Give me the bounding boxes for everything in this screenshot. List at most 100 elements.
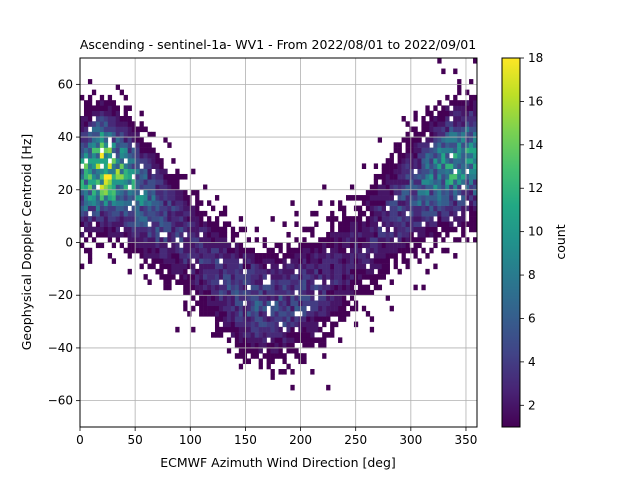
heatmap-cell [310, 342, 315, 349]
heatmap-cell [314, 210, 319, 217]
heatmap-cell [123, 115, 128, 122]
heatmap-cell [278, 311, 283, 317]
heatmap-cell [453, 121, 458, 127]
heatmap-cell [183, 263, 188, 270]
heatmap-cell [238, 363, 244, 370]
heatmap-cell [234, 242, 240, 249]
heatmap-cell [115, 152, 120, 159]
heatmap-cell [357, 226, 363, 233]
heatmap-cell [433, 205, 438, 212]
heatmap-cell [425, 268, 430, 275]
heatmap-cell [143, 189, 148, 196]
heatmap-cell [334, 321, 339, 328]
heatmap-cell [286, 363, 291, 370]
heatmap-cell [361, 268, 367, 275]
heatmap-cell [155, 168, 160, 175]
heatmap-cell [250, 342, 255, 349]
heatmap-cell [473, 226, 478, 233]
heatmap-cell [143, 210, 148, 217]
heatmap-cell [191, 216, 196, 222]
heatmap-cell [87, 105, 93, 112]
heatmap-cell [469, 179, 474, 185]
heatmap-cell [421, 184, 426, 191]
heatmap-cell [322, 353, 327, 359]
heatmap-cell [330, 295, 335, 301]
heatmap-cell [425, 105, 430, 112]
heatmap-cell [115, 121, 120, 127]
heatmap-cell [226, 305, 232, 312]
heatmap-cell [139, 231, 144, 238]
heatmap-cell [143, 242, 148, 249]
heatmap-cell [111, 231, 117, 238]
heatmap-cell [159, 258, 164, 264]
heatmap-cell [139, 226, 144, 233]
heatmap-cell [159, 237, 164, 243]
heatmap-cell [107, 121, 113, 127]
heatmap-cell [103, 195, 109, 201]
heatmap-cell [405, 152, 410, 159]
heatmap-cell [369, 237, 375, 243]
heatmap-cell [183, 189, 188, 196]
heatmap-cell [103, 216, 109, 222]
heatmap-cell [167, 263, 172, 270]
heatmap-cell [314, 247, 319, 254]
heatmap-cell [473, 210, 478, 217]
heatmap-cell [262, 305, 267, 312]
heatmap-cell [175, 258, 180, 264]
heatmap-cell [429, 247, 434, 254]
heatmap-cell [310, 295, 315, 301]
heatmap-cell [127, 200, 132, 206]
heatmap-cell [397, 142, 402, 148]
heatmap-cell [187, 263, 192, 270]
heatmap-cell [282, 289, 287, 296]
heatmap-cell [139, 210, 144, 217]
heatmap-cell [286, 295, 291, 301]
heatmap-cell [211, 305, 216, 312]
heatmap-cell [417, 221, 422, 227]
heatmap-cell [218, 274, 224, 280]
heatmap-cell [107, 210, 113, 217]
heatmap-cell [111, 158, 117, 164]
heatmap-cell [401, 231, 406, 238]
heatmap-cell [453, 179, 458, 185]
heatmap-cell [155, 195, 160, 201]
heatmap-cell [214, 195, 220, 201]
heatmap-cell [119, 242, 124, 249]
heatmap-cell [282, 284, 287, 291]
heatmap-cell [318, 242, 323, 249]
heatmap-cell [302, 300, 307, 307]
heatmap-cell [91, 205, 97, 212]
heatmap-cell [282, 300, 287, 307]
heatmap-cell [377, 253, 383, 259]
heatmap-cell [95, 242, 101, 249]
heatmap-cell [465, 184, 470, 191]
heatmap-cell [365, 231, 371, 238]
heatmap-cell [211, 263, 216, 270]
heatmap-cell [250, 258, 255, 264]
heatmap-cell [262, 316, 267, 322]
y-tick-label: −60 [48, 394, 73, 408]
heatmap-cell [469, 210, 474, 217]
heatmap-cell [294, 221, 299, 227]
heatmap-cell [330, 332, 335, 338]
heatmap-cell [183, 289, 188, 296]
heatmap-cell [230, 258, 236, 264]
heatmap-cell [393, 221, 398, 227]
heatmap-cell [230, 332, 236, 338]
heatmap-cell [207, 279, 212, 285]
heatmap-cell [230, 300, 236, 307]
heatmap-cell [191, 295, 196, 301]
heatmap-cell [413, 179, 418, 185]
heatmap-cell [473, 58, 478, 64]
heatmap-cell [143, 158, 148, 164]
heatmap-cell [405, 205, 410, 212]
heatmap-cell [397, 168, 402, 175]
heatmap-cell [258, 347, 263, 354]
heatmap-cell [199, 200, 204, 206]
heatmap-cell [151, 247, 156, 254]
heatmap-cell [135, 179, 140, 185]
heatmap-cell [139, 237, 144, 243]
heatmap-cell [302, 353, 307, 359]
heatmap-cell [171, 242, 176, 249]
heatmap-cell [171, 226, 176, 233]
